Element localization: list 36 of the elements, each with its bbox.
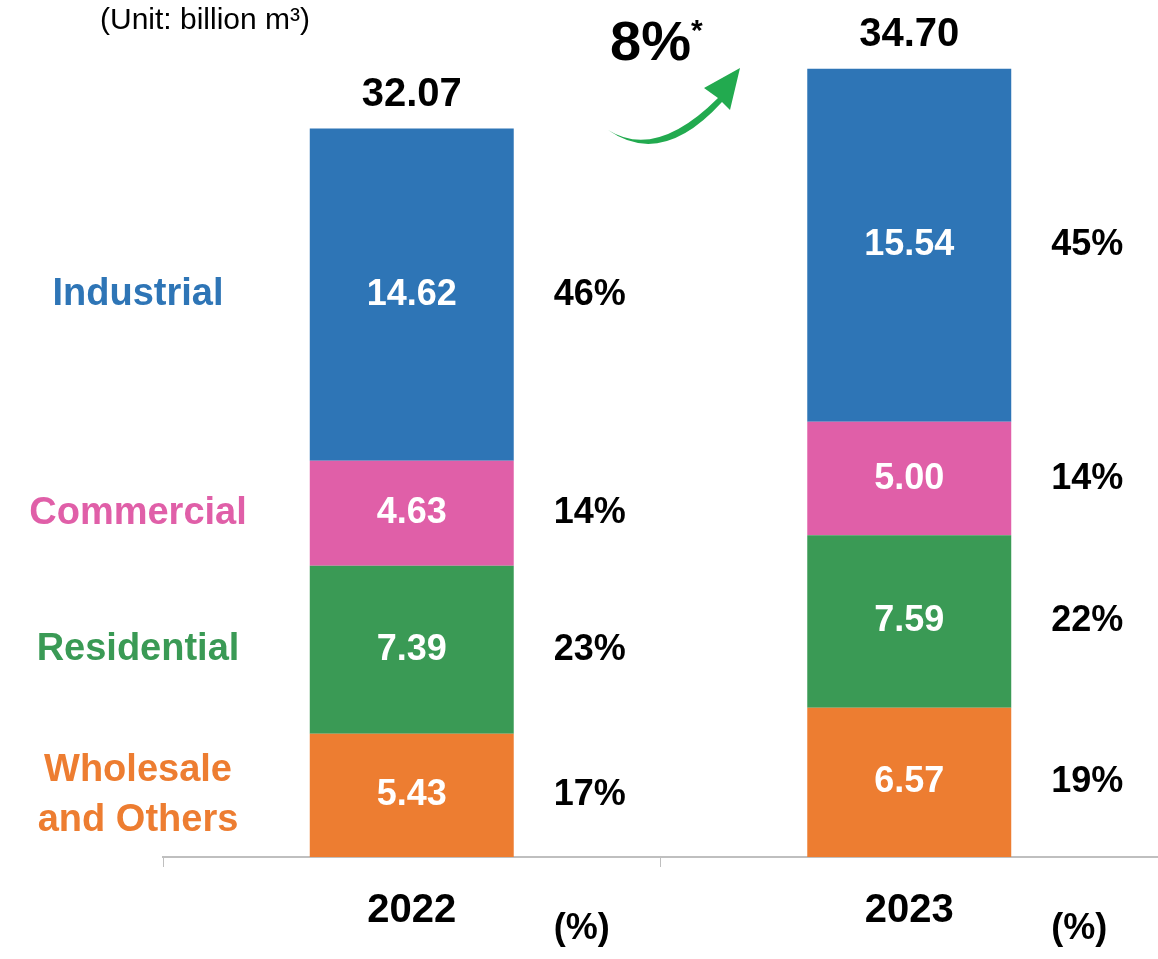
series-label: Commercial <box>29 489 247 532</box>
annotation: 8%$^{*}$ <box>610 8 703 73</box>
annotation: 45% <box>1051 222 1124 264</box>
data-label: 14.62 <box>366 271 457 313</box>
data-label: 5.43 <box>376 772 447 814</box>
total-label: 32.07 <box>361 69 462 114</box>
text: (%) <box>553 905 610 947</box>
series-label: Residential <box>36 626 240 669</box>
bar <box>807 68 1012 422</box>
data-label: 15.54 <box>864 222 955 264</box>
annotation: 22% <box>1051 598 1124 640</box>
bar <box>309 128 514 461</box>
total-label: 34.70 <box>859 9 960 54</box>
annotation: 19% <box>1051 759 1124 801</box>
annotation: 23% <box>553 626 626 668</box>
text: (%) <box>1051 905 1108 947</box>
x-tick-label: 2023 <box>864 886 954 931</box>
annotation: 14% <box>553 490 626 532</box>
bar <box>309 733 514 857</box>
bar <box>807 421 1012 536</box>
data-label: 7.59 <box>874 598 945 640</box>
bar <box>807 707 1012 857</box>
data-label: 7.39 <box>376 626 447 668</box>
data-label: 6.57 <box>874 759 945 801</box>
text: Industrial <box>52 271 224 314</box>
bar <box>807 535 1012 708</box>
series-label: Wholesale and Others <box>37 746 239 839</box>
data-label: 5.00 <box>874 455 945 497</box>
chart-subtitle: (Unit: billion m³) <box>100 2 311 36</box>
annotation: 17% <box>553 772 626 814</box>
annotation: 46% <box>553 271 626 313</box>
annotation: 14% <box>1051 455 1124 497</box>
bar <box>309 460 514 566</box>
bar <box>309 565 514 734</box>
data-label: 4.63 <box>376 490 447 532</box>
x-tick-label: 2022 <box>367 886 457 931</box>
